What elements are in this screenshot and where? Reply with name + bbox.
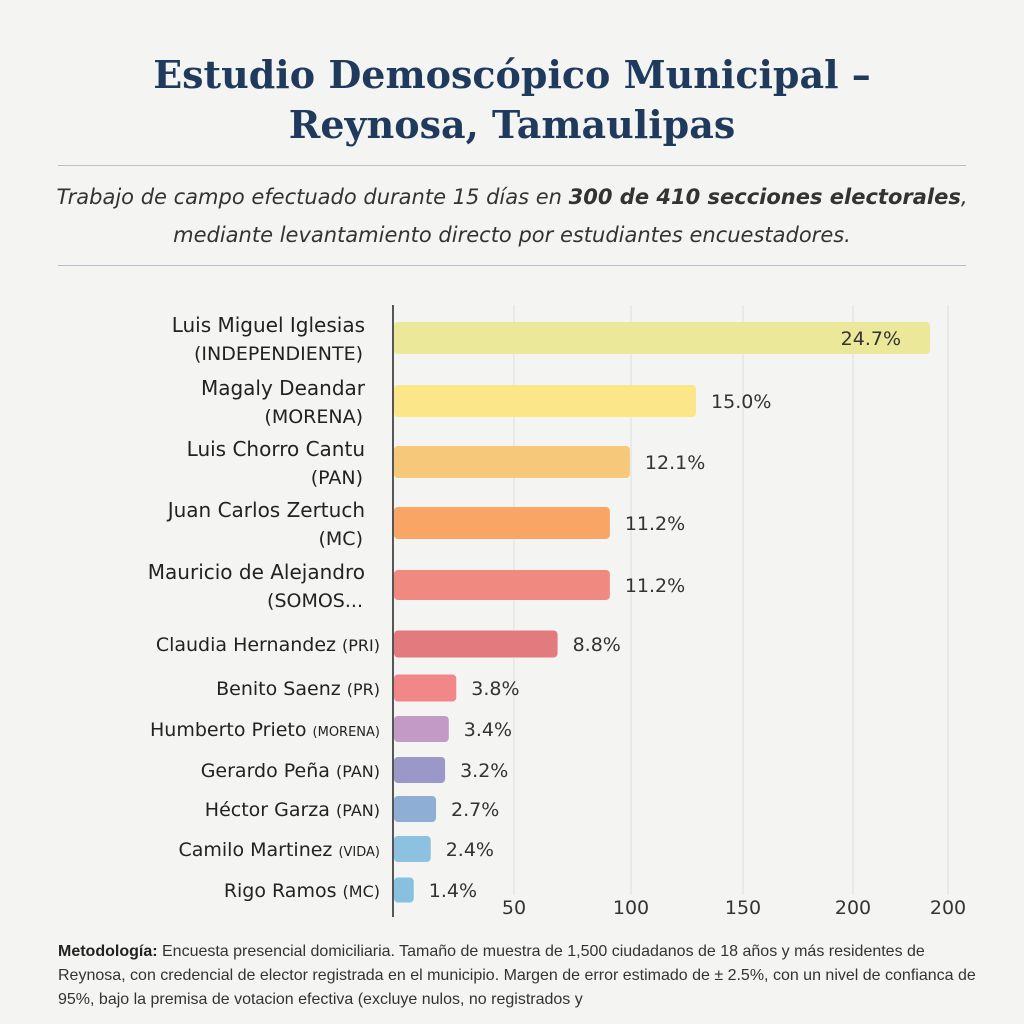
category-party: (MC) [319, 528, 364, 550]
title-line-2: Reynosa, Tamaulipas [288, 102, 736, 147]
category-party: (MC) [343, 882, 380, 901]
category-label: Héctor Garza (PAN) [205, 799, 380, 821]
bar [394, 446, 630, 478]
category-party: (PR) [347, 680, 380, 699]
subtitle: Trabajo de campo efectuado durante 15 dí… [40, 178, 984, 254]
value-label: 11.2% [625, 575, 685, 597]
x-tick-label: 50 [502, 897, 526, 919]
title-line-1: Estudio Demoscópico Municipal – [153, 52, 871, 97]
subtitle-text: Trabajo de campo efectuado durante 15 dí… [56, 185, 569, 209]
bar [394, 836, 431, 862]
bar [394, 507, 610, 539]
value-label: 12.1% [645, 452, 705, 474]
category-label: Benito Saenz (PR) [216, 678, 380, 700]
category-name: Juan Carlos Zertuch [166, 498, 365, 522]
category-label: Gerardo Peña (PAN) [201, 760, 380, 782]
value-label: 3.2% [460, 760, 508, 782]
bar [394, 716, 449, 742]
value-label: 3.8% [471, 678, 519, 700]
value-label: 2.7% [451, 799, 499, 821]
bar [394, 757, 446, 783]
category-party: (MORENA) [313, 725, 380, 740]
category-label: Humberto Prieto (MORENA) [150, 719, 380, 741]
category-name: Claudia Hernandez [156, 634, 342, 656]
bar [394, 630, 558, 658]
category-label: Rigo Ramos (MC) [224, 880, 380, 902]
category-name: Mauricio de Alejandro [148, 560, 365, 584]
bar-chart: 50 100 150 200 200 24.7% Luis Miguel Iglesias (… [148, 305, 966, 919]
category-name: Gerardo Peña [201, 760, 336, 782]
methodology-label: Metodología: [58, 943, 158, 960]
divider-bottom [58, 265, 966, 266]
category-party: (PRI) [342, 636, 380, 655]
category-name: Benito Saenz [216, 678, 347, 700]
bar [394, 796, 437, 822]
category-party: (MORENA) [264, 406, 363, 428]
category-label: Claudia Hernandez (PRI) [156, 634, 380, 656]
category-party: (VIDA) [338, 845, 380, 860]
value-label: 11.2% [625, 513, 685, 535]
category-party: (PAN) [336, 801, 380, 820]
x-tick-label: 150 [725, 897, 761, 919]
category-party: (SOMOS... [267, 590, 363, 612]
value-label: 24.7% [841, 328, 901, 350]
category-party: (INDEPENDIENTE) [194, 343, 363, 365]
value-label: 1.4% [429, 880, 477, 902]
methodology-note: Metodología: Encuesta presencial domicil… [58, 940, 978, 1012]
category-name: Luis Chorro Cantu [187, 437, 365, 461]
category-party: (PAN) [311, 467, 363, 489]
bar [394, 322, 930, 354]
category-name: Magaly Deandar [201, 376, 366, 400]
bar [394, 877, 414, 903]
category-label: Camilo Martinez (VIDA) [178, 839, 380, 861]
subtitle-bold: 300 de 410 secciones electorales [568, 185, 961, 209]
category-name: Camilo Martinez [178, 839, 338, 861]
bar [394, 674, 457, 702]
bar [394, 385, 697, 417]
category-name: Humberto Prieto [150, 719, 313, 741]
page-title: Estudio Demoscópico Municipal – Reynosa,… [0, 50, 1024, 150]
bar [394, 570, 610, 600]
x-tick-label: 200 [835, 897, 871, 919]
value-label: 15.0% [711, 391, 771, 413]
category-party: (PAN) [336, 762, 380, 781]
value-label: 2.4% [446, 839, 494, 861]
value-label: 3.4% [464, 719, 512, 741]
divider-top [58, 165, 966, 166]
value-label: 8.8% [573, 634, 621, 656]
category-name: Luis Miguel Iglesias [172, 313, 365, 337]
category-name: Rigo Ramos [224, 880, 343, 902]
x-tick-label: 200 [930, 897, 966, 919]
category-name: Héctor Garza [205, 799, 336, 821]
methodology-text: Encuesta presencial domiciliaria. Tamaño… [58, 943, 976, 1008]
x-tick-label: 100 [613, 897, 649, 919]
subtitle-text-2: , mediante levantamiento directo por est… [173, 185, 968, 247]
